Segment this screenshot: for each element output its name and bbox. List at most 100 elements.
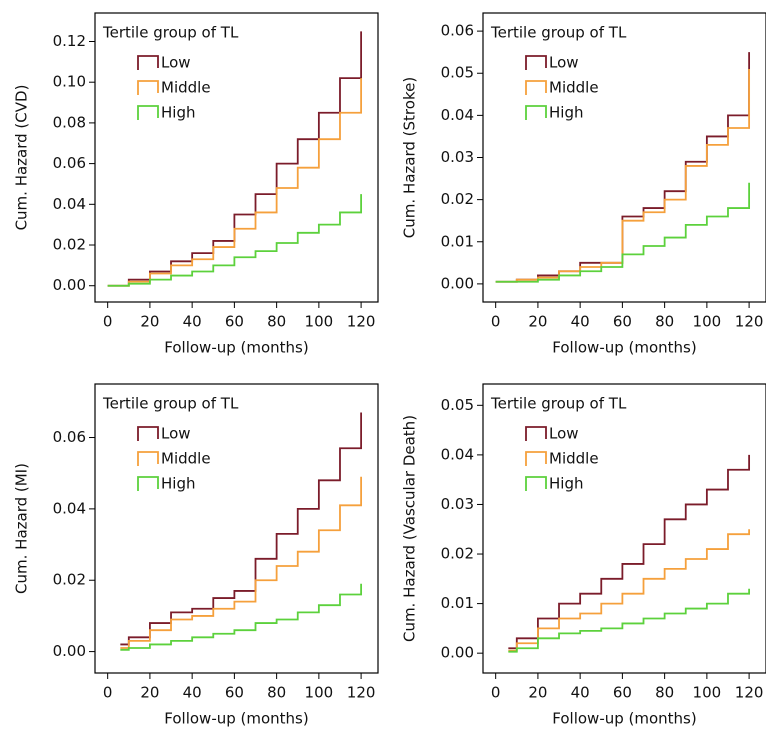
y-tick-label: 0.10	[53, 73, 86, 91]
legend-label: Low	[161, 54, 191, 72]
x-tick-label: 40	[571, 313, 590, 331]
y-tick-label: 0.05	[441, 64, 474, 82]
x-tick-label: 40	[183, 684, 202, 702]
x-tick-label: 20	[140, 684, 159, 702]
x-tick-label: 100	[693, 684, 722, 702]
y-tick-label: 0.06	[53, 154, 86, 172]
x-tick-label: 20	[528, 313, 547, 331]
legend-label: Low	[161, 425, 191, 443]
x-tick-label: 0	[103, 684, 113, 702]
legend-swatch	[137, 80, 159, 95]
y-axis-label: Cum. Hazard (MI)	[13, 463, 31, 594]
y-axis-label: Cum. Hazard (Vascular Death)	[401, 415, 419, 642]
legend-swatch	[525, 476, 547, 491]
y-tick-label: 0.04	[441, 106, 474, 124]
y-tick-label: 0.03	[441, 148, 474, 166]
legend-swatch	[525, 451, 547, 466]
legend-swatch	[525, 105, 547, 120]
x-tick-label: 80	[655, 684, 674, 702]
y-tick-label: 0.02	[441, 545, 474, 563]
y-tick-label: 0.04	[53, 499, 86, 517]
x-tick-label: 0	[491, 313, 501, 331]
series-line	[107, 194, 363, 287]
legend-swatch	[137, 451, 159, 466]
x-tick-label: 40	[571, 684, 590, 702]
legend-swatch	[137, 426, 159, 441]
panel: 0.00 0.02 0.04 0.06 0.08 0.10 0.12 0 20 40 60 80 100…	[13, 12, 379, 357]
y-tick-label: 0.02	[53, 236, 86, 254]
y-tick-label: 0.06	[441, 22, 474, 40]
legend-label: Middle	[549, 79, 599, 97]
x-axis-label: Follow-up (months)	[164, 710, 308, 728]
x-tick-label: 120	[735, 684, 764, 702]
plot-frame	[94, 383, 379, 674]
x-tick-label: 0	[491, 684, 501, 702]
legend-swatch	[137, 105, 159, 120]
y-tick-label: 0.04	[441, 445, 474, 463]
legend-swatch	[525, 80, 547, 95]
series-line	[120, 583, 363, 651]
legend-label: Low	[549, 54, 579, 72]
x-tick-label: 100	[305, 684, 334, 702]
x-tick-label: 60	[225, 684, 244, 702]
y-tick-label: 0.00	[441, 644, 474, 662]
legend-label: Middle	[161, 450, 211, 468]
y-tick-label: 0.01	[441, 232, 474, 250]
y-tick-label: 0.08	[53, 113, 86, 131]
legend-label: High	[161, 104, 195, 122]
legend-label: High	[161, 475, 195, 493]
series-line	[495, 182, 751, 283]
x-axis-label: Follow-up (months)	[164, 339, 308, 357]
legend-title: Tertile group of TL	[490, 24, 627, 42]
x-tick-label: 80	[267, 684, 286, 702]
x-tick-label: 120	[347, 684, 376, 702]
x-tick-label: 60	[225, 313, 244, 331]
x-tick-label: 60	[613, 313, 632, 331]
x-tick-label: 40	[183, 313, 202, 331]
y-tick-label: 0.03	[441, 495, 474, 513]
series-line	[107, 31, 363, 287]
panel: 0.00 0.01 0.02 0.03 0.04 0.05 0.06 0 20 40 60 80 100…	[401, 12, 766, 357]
y-tick-label: 0.00	[441, 274, 474, 292]
y-tick-label: 0.00	[53, 642, 86, 660]
legend-title: Tertile group of TL	[102, 395, 239, 413]
legend-label: Middle	[161, 79, 211, 97]
y-tick-label: 0.05	[441, 396, 474, 414]
panel: 0.00 0.02 0.04 0.06 0 20 40 60 80 100 120 Follow-up…	[13, 383, 379, 728]
y-axis-label: Cum. Hazard (CVD)	[13, 85, 31, 231]
y-tick-label: 0.12	[53, 32, 86, 50]
legend-title: Tertile group of TL	[490, 395, 627, 413]
plot-frame	[482, 383, 766, 674]
series-line	[495, 69, 751, 283]
legend-label: High	[549, 475, 583, 493]
series-line	[508, 454, 751, 650]
legend-label: Middle	[549, 450, 599, 468]
legend-swatch	[525, 55, 547, 70]
series-line	[107, 78, 363, 287]
legend-swatch	[137, 476, 159, 491]
panel: 0.00 0.01 0.02 0.03 0.04 0.05 0 20 40 60 80 100 120 F…	[401, 383, 766, 728]
x-tick-label: 120	[735, 313, 764, 331]
legend-label: High	[549, 104, 583, 122]
x-tick-label: 120	[347, 313, 376, 331]
x-tick-label: 80	[655, 313, 674, 331]
x-tick-label: 100	[305, 313, 334, 331]
y-axis-label: Cum. Hazard (Stroke)	[401, 77, 419, 238]
x-tick-label: 0	[103, 313, 113, 331]
x-axis-label: Follow-up (months)	[552, 710, 696, 728]
y-tick-label: 0.06	[53, 428, 86, 446]
x-tick-label: 80	[267, 313, 286, 331]
series-line	[495, 52, 751, 283]
x-axis-label: Follow-up (months)	[552, 339, 696, 357]
y-tick-label: 0.04	[53, 195, 86, 213]
y-tick-label: 0.02	[441, 190, 474, 208]
plot-frame	[94, 12, 379, 303]
y-tick-label: 0.01	[441, 594, 474, 612]
legend-label: Low	[549, 425, 579, 443]
series-line	[508, 529, 751, 652]
legend-swatch	[525, 426, 547, 441]
series-line	[508, 588, 751, 653]
x-tick-label: 20	[528, 684, 547, 702]
x-tick-label: 100	[693, 313, 722, 331]
